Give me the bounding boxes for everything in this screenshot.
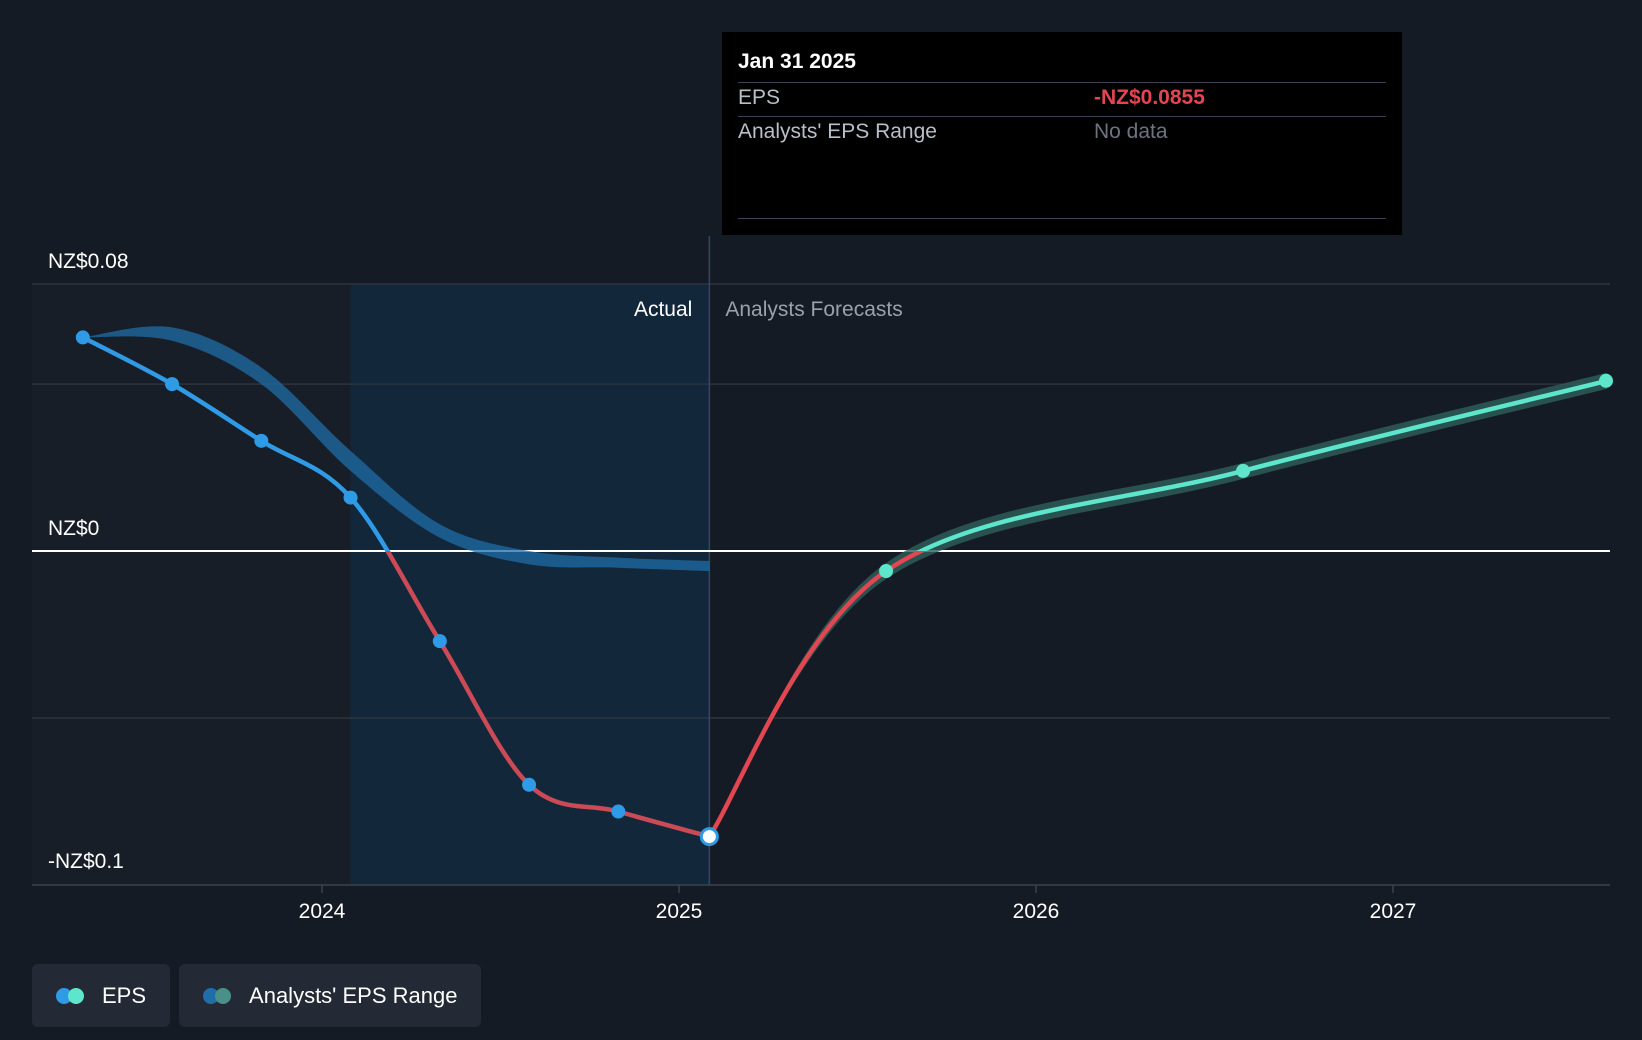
legend-eps-label: EPS (102, 982, 147, 1008)
legend-item-eps[interactable]: EPS (32, 964, 171, 1027)
tooltip-range-label: Analysts' EPS Range (738, 120, 937, 143)
tooltip-eps-value: -NZ$0.0855 (1094, 86, 1205, 109)
eps-point (432, 634, 447, 649)
forecast-point (1236, 463, 1251, 478)
tooltip-range-value: No data (1094, 120, 1168, 143)
forecast-line-negative (707, 551, 927, 838)
past-region-shade (32, 284, 351, 885)
y-tick-label: -NZ$0.1 (48, 850, 124, 873)
legend: EPS Analysts' EPS Range (32, 964, 482, 1027)
tooltip-divider (738, 82, 1386, 83)
eps-point (611, 804, 626, 819)
gridlines (32, 236, 1610, 893)
tooltip-divider (738, 218, 1386, 219)
legend-range-swatch (203, 987, 232, 1004)
tooltip-date: Jan 31 2025 (738, 50, 856, 73)
x-tick-label: 2026 (1013, 900, 1060, 923)
eps-points (75, 330, 1613, 847)
x-tick-label: 2024 (299, 900, 346, 923)
legend-eps-swatch (56, 987, 84, 1004)
eps-point (165, 377, 180, 392)
forecast-line-positive (916, 378, 1608, 551)
x-tick-label: 2025 (656, 900, 703, 923)
eps-line-positive (81, 335, 391, 551)
forecast-label: Analysts Forecasts (725, 298, 902, 321)
tooltip: Jan 31 2025 EPS -NZ$0.0855 Analysts' EPS… (722, 32, 1402, 235)
axis-labels: NZ$0.08 NZ$0 -NZ$0.1 2024 2025 2026 2027 Actual… (48, 250, 1416, 923)
y-tick-label: NZ$0.08 (48, 250, 129, 273)
eps-point (254, 433, 269, 448)
eps-lines (81, 335, 1608, 839)
y-tick-label: NZ$0 (48, 517, 99, 540)
eps-point (75, 330, 90, 345)
tooltip-eps-label: EPS (738, 86, 781, 109)
eps-point (522, 777, 537, 792)
tooltip-divider (738, 116, 1386, 117)
eps-point (343, 490, 358, 505)
forecast-point (1599, 373, 1613, 388)
eps-line-negative (384, 551, 710, 839)
legend-item-range[interactable]: Analysts' EPS Range (179, 964, 482, 1027)
x-tick-label: 2027 (1370, 900, 1417, 923)
forecast-point (879, 564, 894, 579)
legend-range-label: Analysts' EPS Range (249, 982, 458, 1008)
eps-point (699, 827, 719, 847)
actual-label: Actual (634, 298, 692, 321)
forecast-range-band (709, 372, 1608, 837)
